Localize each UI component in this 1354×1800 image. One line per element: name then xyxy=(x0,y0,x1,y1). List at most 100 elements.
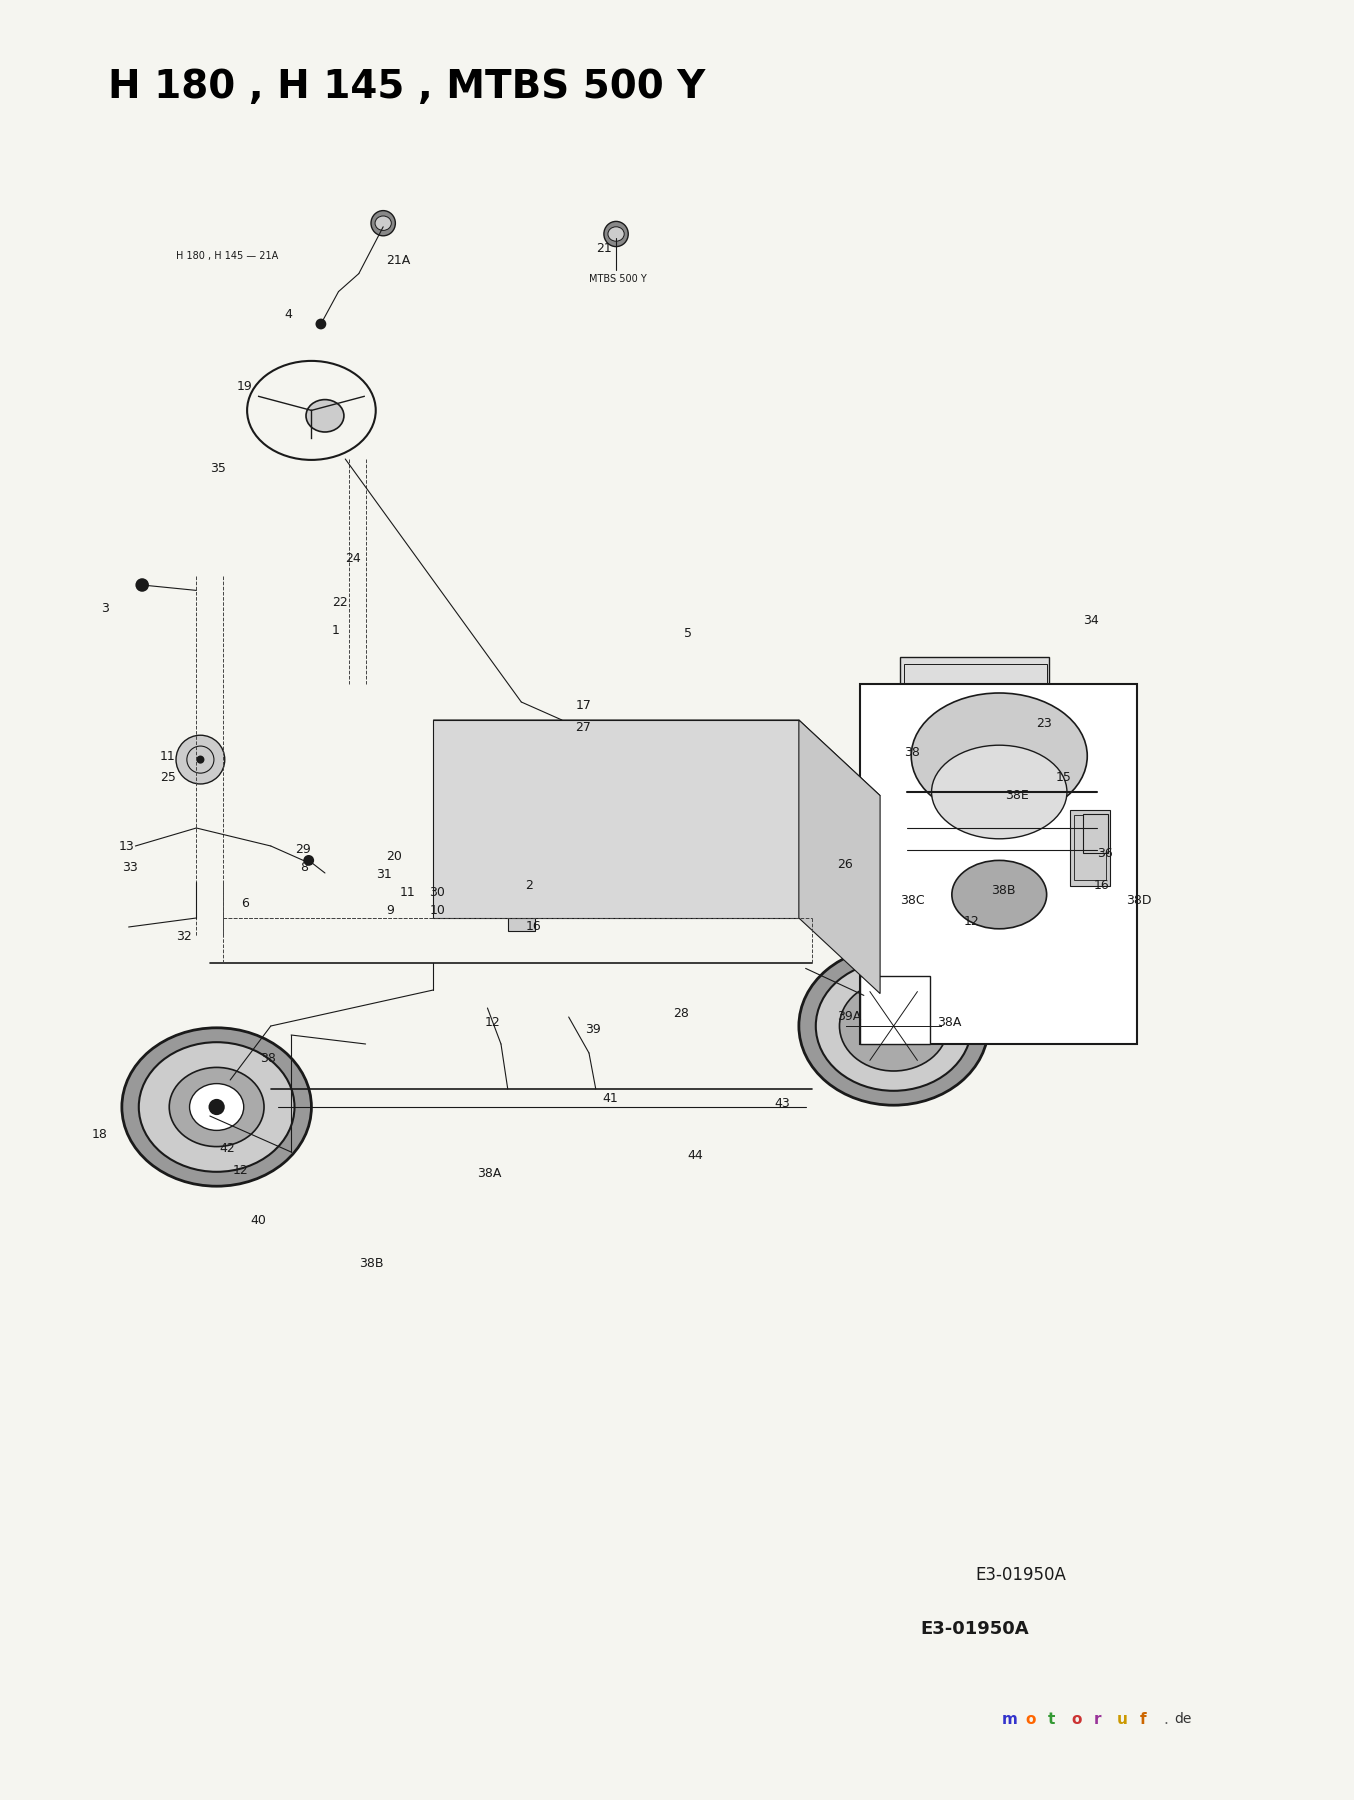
Text: 1: 1 xyxy=(332,623,340,637)
Bar xyxy=(508,877,535,931)
Ellipse shape xyxy=(315,319,326,329)
Text: 38: 38 xyxy=(260,1051,276,1066)
Text: 38A: 38A xyxy=(477,1166,501,1181)
Text: 24: 24 xyxy=(345,551,362,565)
Text: 39: 39 xyxy=(585,1022,601,1037)
Text: 12: 12 xyxy=(964,914,980,929)
Ellipse shape xyxy=(799,947,988,1105)
Text: 38E: 38E xyxy=(1005,788,1029,803)
Text: 29: 29 xyxy=(295,842,311,857)
Ellipse shape xyxy=(521,756,589,814)
Text: 22: 22 xyxy=(332,596,348,610)
Bar xyxy=(904,664,1047,787)
Bar xyxy=(860,976,930,1044)
Text: 41: 41 xyxy=(603,1091,619,1105)
Text: 42: 42 xyxy=(219,1141,236,1156)
Ellipse shape xyxy=(952,860,1047,929)
Ellipse shape xyxy=(565,878,573,886)
Text: 11: 11 xyxy=(399,886,416,900)
Text: 27: 27 xyxy=(575,720,592,734)
Ellipse shape xyxy=(196,756,204,763)
Ellipse shape xyxy=(978,729,998,747)
Text: 33: 33 xyxy=(122,860,138,875)
Ellipse shape xyxy=(456,803,464,810)
Text: u: u xyxy=(1117,1712,1128,1726)
Text: 36: 36 xyxy=(1097,846,1113,860)
Ellipse shape xyxy=(122,1028,311,1186)
Text: .: . xyxy=(1163,1712,1169,1726)
Text: 28: 28 xyxy=(673,1006,689,1021)
Bar xyxy=(1070,810,1110,886)
Text: r: r xyxy=(1094,1712,1102,1726)
Ellipse shape xyxy=(911,693,1087,819)
Ellipse shape xyxy=(169,1067,264,1147)
Ellipse shape xyxy=(877,1012,910,1040)
Text: 21: 21 xyxy=(596,241,612,256)
Text: f: f xyxy=(1140,1712,1147,1726)
Ellipse shape xyxy=(673,842,681,850)
Ellipse shape xyxy=(463,839,471,846)
Text: 16: 16 xyxy=(525,920,542,934)
Bar xyxy=(900,657,1049,792)
Text: E3-01950A: E3-01950A xyxy=(921,1620,1029,1638)
Text: 31: 31 xyxy=(376,868,393,882)
Polygon shape xyxy=(433,720,880,796)
Text: H 180 , H 145 , MTBS 500 Y: H 180 , H 145 , MTBS 500 Y xyxy=(108,68,705,106)
Text: 12: 12 xyxy=(233,1163,249,1177)
Text: 21A: 21A xyxy=(386,254,410,268)
Ellipse shape xyxy=(604,221,628,247)
Text: 15: 15 xyxy=(1056,770,1072,785)
Text: 38: 38 xyxy=(904,745,921,760)
Text: 12: 12 xyxy=(485,1015,501,1030)
Text: 43: 43 xyxy=(774,1096,791,1111)
Text: 9: 9 xyxy=(386,904,394,918)
Bar xyxy=(1083,814,1108,853)
Text: 3: 3 xyxy=(102,601,110,616)
Text: m: m xyxy=(1002,1712,1018,1726)
Text: 16: 16 xyxy=(1094,878,1110,893)
Ellipse shape xyxy=(135,578,149,592)
Ellipse shape xyxy=(727,803,735,810)
Text: 4: 4 xyxy=(284,308,292,322)
Text: 39A: 39A xyxy=(837,1010,861,1024)
Polygon shape xyxy=(433,720,799,918)
Text: 23: 23 xyxy=(1036,716,1052,731)
Ellipse shape xyxy=(619,803,627,810)
Text: 11: 11 xyxy=(160,749,176,763)
Ellipse shape xyxy=(371,211,395,236)
Text: H 180 , H 145 — 21A: H 180 , H 145 — 21A xyxy=(176,250,279,261)
Ellipse shape xyxy=(932,745,1067,839)
Text: 34: 34 xyxy=(1083,614,1099,628)
Ellipse shape xyxy=(306,400,344,432)
Ellipse shape xyxy=(663,774,718,817)
Text: de: de xyxy=(1174,1712,1192,1726)
Text: 18: 18 xyxy=(92,1127,108,1141)
Ellipse shape xyxy=(510,803,519,810)
Ellipse shape xyxy=(1029,749,1043,763)
Text: 8: 8 xyxy=(301,860,309,875)
Text: 38C: 38C xyxy=(900,893,925,907)
Text: 25: 25 xyxy=(160,770,176,785)
Text: 38B: 38B xyxy=(359,1256,383,1271)
Bar xyxy=(535,788,578,828)
Ellipse shape xyxy=(303,855,314,866)
Text: 30: 30 xyxy=(429,886,445,900)
Ellipse shape xyxy=(598,842,607,850)
Text: t: t xyxy=(1048,1712,1055,1726)
Text: 17: 17 xyxy=(575,698,592,713)
Ellipse shape xyxy=(375,216,391,230)
Bar xyxy=(1074,815,1106,880)
Text: 38A: 38A xyxy=(937,1015,961,1030)
Text: 2: 2 xyxy=(525,878,533,893)
Text: 26: 26 xyxy=(837,857,853,871)
Text: 20: 20 xyxy=(386,850,402,864)
Text: 5: 5 xyxy=(684,626,692,641)
Text: 40: 40 xyxy=(250,1213,267,1228)
Text: 10: 10 xyxy=(429,904,445,918)
Ellipse shape xyxy=(209,1098,225,1116)
Text: 44: 44 xyxy=(688,1148,704,1163)
Text: MTBS 500 Y: MTBS 500 Y xyxy=(589,274,647,284)
Text: 6: 6 xyxy=(241,896,249,911)
Text: E3-01950A: E3-01950A xyxy=(975,1566,1066,1584)
Polygon shape xyxy=(799,720,880,994)
